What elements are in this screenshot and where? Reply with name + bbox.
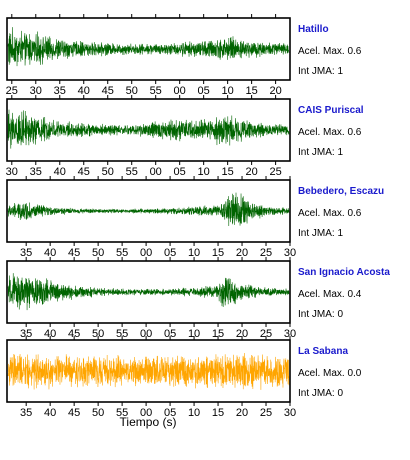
acel-max-1: Acel. Max. 0.6 xyxy=(298,127,362,138)
tick-label-1-8: 10 xyxy=(198,166,210,178)
tick-label-0-0: 25 xyxy=(6,85,18,97)
tick-label-4-3: 50 xyxy=(92,407,104,419)
tick-label-2-5: 00 xyxy=(140,247,152,259)
tick-label-4-9: 20 xyxy=(236,407,248,419)
tick-label-2-2: 45 xyxy=(68,247,80,259)
plot-frame-3 xyxy=(6,260,291,324)
tick-label-0-3: 40 xyxy=(78,85,90,97)
plot-frame-0 xyxy=(6,17,291,81)
tick-label-4-5: 00 xyxy=(140,407,152,419)
station-name-1: CAIS Puriscal xyxy=(298,105,364,116)
panel-2: 35 40 45 50 55 00 05 10 15 20 25 30 Bebedero, Escazu… xyxy=(6,176,384,259)
panel-3: 35 40 45 50 55 00 05 10 15 20 25 30 San Ignacio Acos… xyxy=(6,257,390,340)
station-name-0: Hatillo xyxy=(298,24,329,35)
tick-label-2-4: 55 xyxy=(116,247,128,259)
panels: 25 30 35 40 45 50 55 00 05 10 15 20 Hatillo Acel. Max… xyxy=(6,14,390,419)
tick-label-0-5: 50 xyxy=(126,85,138,97)
panel-4: 35 40 45 50 55 00 05 10 15 20 25 30 La Sabana Acel. M… xyxy=(6,336,362,419)
tick-label-3-5: 00 xyxy=(140,328,152,340)
acel-max-2: Acel. Max. 0.6 xyxy=(298,208,362,219)
waveform-1 xyxy=(7,109,290,149)
tick-label-1-11: 25 xyxy=(269,166,281,178)
tick-label-4-6: 05 xyxy=(164,407,176,419)
tick-label-4-0: 35 xyxy=(20,407,32,419)
int-jma-1: Int JMA: 1 xyxy=(298,147,343,158)
tick-label-2-8: 15 xyxy=(212,247,224,259)
tick-label-1-5: 55 xyxy=(126,166,138,178)
tick-label-3-10: 25 xyxy=(260,328,272,340)
waveform-3 xyxy=(7,273,290,311)
tick-label-2-9: 20 xyxy=(236,247,248,259)
waveform-0 xyxy=(7,27,290,67)
tick-label-2-10: 25 xyxy=(260,247,272,259)
plot-frame-2 xyxy=(6,179,291,243)
plot-frame-1 xyxy=(6,98,291,162)
tick-label-2-11: 30 xyxy=(284,247,296,259)
tick-label-4-4: 55 xyxy=(116,407,128,419)
acel-max-0: Acel. Max. 0.6 xyxy=(298,46,362,57)
tick-label-3-4: 55 xyxy=(116,328,128,340)
tick-label-0-6: 55 xyxy=(150,85,162,97)
tick-label-1-10: 20 xyxy=(246,166,258,178)
int-jma-2: Int JMA: 1 xyxy=(298,228,343,239)
tick-label-4-2: 45 xyxy=(68,407,80,419)
tick-label-3-0: 35 xyxy=(20,328,32,340)
x-axis-title: Tiempo (s) xyxy=(120,415,177,429)
waveform-2 xyxy=(7,192,290,226)
tick-label-0-7: 00 xyxy=(174,85,186,97)
tick-label-0-1: 30 xyxy=(30,85,42,97)
tick-label-0-11: 20 xyxy=(269,85,281,97)
panel-0: 25 30 35 40 45 50 55 00 05 10 15 20 Hatillo Acel. Max… xyxy=(6,14,362,97)
tick-label-1-4: 50 xyxy=(102,166,114,178)
tick-label-4-1: 40 xyxy=(44,407,56,419)
tick-label-1-7: 05 xyxy=(174,166,186,178)
tick-label-2-0: 35 xyxy=(20,247,32,259)
tick-label-1-3: 45 xyxy=(78,166,90,178)
tick-label-3-2: 45 xyxy=(68,328,80,340)
tick-label-1-6: 00 xyxy=(150,166,162,178)
tick-label-4-10: 25 xyxy=(260,407,272,419)
tick-label-0-9: 10 xyxy=(222,85,234,97)
tick-label-3-1: 40 xyxy=(44,328,56,340)
acel-max-4: Acel. Max. 0.0 xyxy=(298,368,362,379)
tick-label-1-0: 30 xyxy=(6,166,18,178)
station-name-2: Bebedero, Escazu xyxy=(298,186,384,197)
waveform-4 xyxy=(7,353,290,390)
acel-max-3: Acel. Max. 0.4 xyxy=(298,289,362,300)
tick-label-3-9: 20 xyxy=(236,328,248,340)
tick-label-3-11: 30 xyxy=(284,328,296,340)
int-jma-4: Int JMA: 0 xyxy=(298,388,343,399)
tick-label-1-1: 35 xyxy=(30,166,42,178)
tick-label-2-1: 40 xyxy=(44,247,56,259)
tick-label-0-8: 05 xyxy=(198,85,210,97)
int-jma-3: Int JMA: 0 xyxy=(298,309,343,320)
int-jma-0: Int JMA: 1 xyxy=(298,66,343,77)
plot-frame-4 xyxy=(6,339,291,403)
tick-label-4-11: 30 xyxy=(284,407,296,419)
tick-label-0-10: 15 xyxy=(246,85,258,97)
tick-label-2-3: 50 xyxy=(92,247,104,259)
tick-label-4-7: 10 xyxy=(188,407,200,419)
tick-label-3-6: 05 xyxy=(164,328,176,340)
tick-label-4-8: 15 xyxy=(212,407,224,419)
tick-label-3-8: 15 xyxy=(212,328,224,340)
tick-label-1-2: 40 xyxy=(54,166,66,178)
tick-label-1-9: 15 xyxy=(222,166,234,178)
panel-1: 30 35 40 45 50 55 00 05 10 15 20 25 CAIS Puriscal Ace… xyxy=(6,95,364,178)
tick-label-2-7: 10 xyxy=(188,247,200,259)
tick-label-3-7: 10 xyxy=(188,328,200,340)
station-name-4: La Sabana xyxy=(298,346,348,357)
tick-label-3-3: 50 xyxy=(92,328,104,340)
tick-label-0-4: 45 xyxy=(102,85,114,97)
tick-label-2-6: 05 xyxy=(164,247,176,259)
tick-label-0-2: 35 xyxy=(54,85,66,97)
station-name-3: San Ignacio Acosta xyxy=(298,267,390,278)
